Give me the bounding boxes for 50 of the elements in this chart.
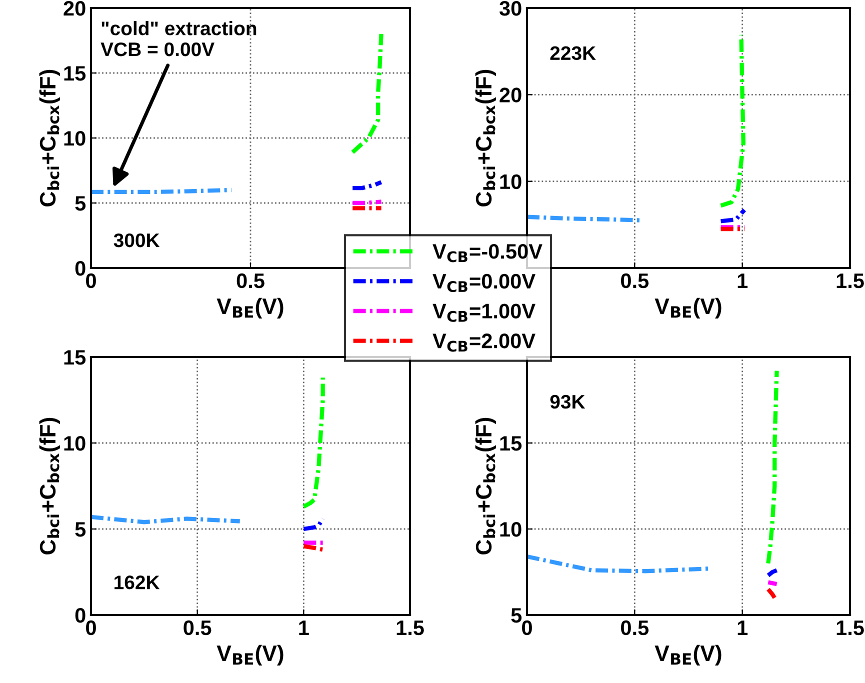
x-axis-title: V$_{BE}$(V) <box>216 298 284 319</box>
annotation: 93K <box>550 394 586 409</box>
annotation: "cold" extraction VCB = 0.00V <box>100 21 256 56</box>
y-tick-label: 20 <box>500 88 522 102</box>
y-tick-label: 10 <box>64 131 86 146</box>
y-axis-title: C$_{bci}$+C$_{bcx}$(fF) <box>475 70 496 206</box>
x-tick-label: 1 <box>738 274 748 288</box>
y-tick-label: 10 <box>64 436 86 451</box>
x-tick-label: 1 <box>299 620 309 635</box>
line-series <box>766 368 779 566</box>
annotation: 162K <box>114 575 160 590</box>
y-tick-label: 30 <box>499 1 522 16</box>
legend-label: V$_{CB}$=2.00V <box>432 334 536 352</box>
y-tick-label: 15 <box>500 436 522 451</box>
y-tick-label: 5 <box>75 522 86 537</box>
legend-label: V$_{CB}$=1.00V <box>432 304 536 322</box>
y-tick-label: 5 <box>75 196 86 211</box>
y-tick-label: 0 <box>75 261 86 276</box>
line-series <box>718 32 746 208</box>
y-tick-label: 0 <box>75 608 86 623</box>
x-axis-title: V$_{BE}$(V) <box>216 644 284 666</box>
x-tick-label: 0 <box>86 620 96 636</box>
line-series <box>302 376 325 509</box>
y-tick-label: 15 <box>64 350 86 365</box>
x-axis-title: V$_{BE}$(V) <box>654 298 722 319</box>
y-tick-label: 15 <box>64 66 86 81</box>
annotation: 223K <box>550 46 596 60</box>
y-tick-label: 10 <box>500 522 522 537</box>
line-series <box>350 32 384 154</box>
x-tick-label: 0.5 <box>236 273 264 288</box>
y-axis-title: C$_{bci}$+C$_{bcx}$(fF) <box>39 418 60 554</box>
x-tick-label: 1.5 <box>836 274 864 288</box>
x-tick-label: 0 <box>522 620 532 636</box>
x-tick-label: 1.5 <box>396 620 424 636</box>
legend-label: V$_{CB}$=0.00V <box>432 274 536 292</box>
y-tick-label: 10 <box>500 174 522 190</box>
x-tick-label: 1 <box>738 620 748 635</box>
line-series <box>302 516 325 532</box>
x-tick-label: 0 <box>86 273 96 288</box>
x-axis-title: V$_{BE}$(V) <box>654 644 722 666</box>
y-axis-title: C$_{bci}$+C$_{bcx}$(fF) <box>39 70 60 206</box>
y-axis-title: C$_{bci}$+C$_{bcx}$(fF) <box>475 418 496 554</box>
x-tick-label: 1.5 <box>836 620 864 636</box>
x-tick-label: 0.5 <box>184 620 212 636</box>
x-tick-label: 0.5 <box>621 620 649 636</box>
legend-label: V$_{CB}$=-0.50V <box>432 244 542 262</box>
y-tick-label: 20 <box>64 1 86 16</box>
x-tick-label: 0.5 <box>621 273 649 288</box>
annotation: 300K <box>114 233 160 248</box>
y-tick-label: 5 <box>511 608 522 623</box>
